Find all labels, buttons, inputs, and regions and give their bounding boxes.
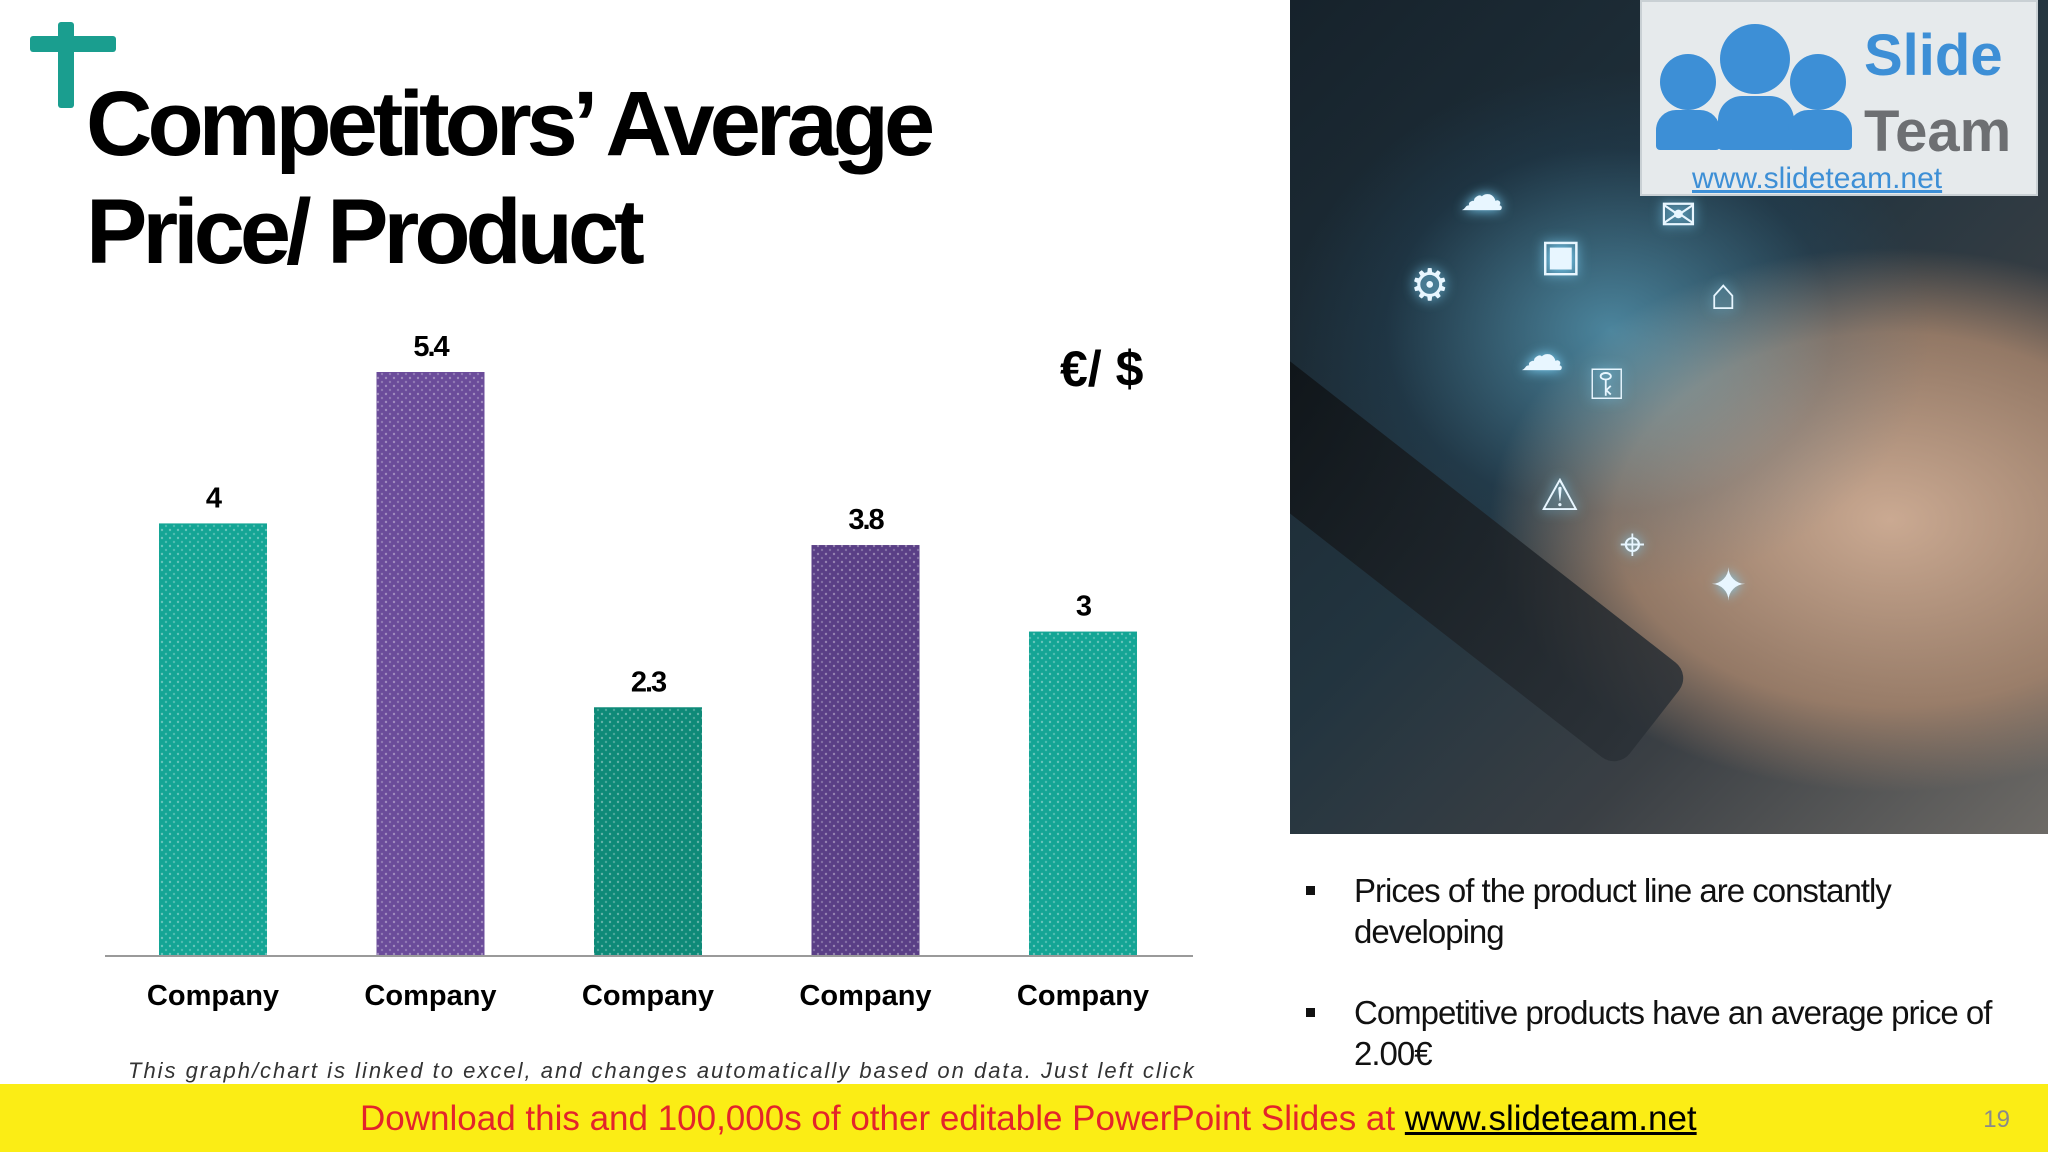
brand-logo: Slide Team www.slideteam.net [1640, 0, 2038, 196]
data-label-2: 5.4 [413, 331, 449, 363]
banner-message: Download this and 100,000s of other edit… [360, 1099, 1405, 1138]
home-icon: ⌂ [1710, 270, 1737, 319]
download-banner: Download this and 100,000s of other edit… [0, 1084, 2048, 1152]
data-label-3: 2.3 [631, 666, 667, 698]
bar-chart: 4 Company 5.4 Company 2.3 Company 3.8 Company 3 C… [105, 331, 1193, 1012]
currency-label: €/ $ [1060, 341, 1144, 397]
laptop-icon: ▣ [1540, 231, 1582, 280]
bulb-icon: ✦ [1710, 561, 1747, 610]
bar-texture-1 [159, 523, 267, 956]
chart-footnote: This graph/chart is linked to excel, and… [128, 1058, 1196, 1083]
bar-texture-3 [594, 707, 702, 956]
alert-icon: ⚠ [1540, 471, 1580, 520]
page-number: 19 [1983, 1106, 2010, 1133]
bullet-item: Competitive products have an average pri… [1300, 992, 2020, 1074]
slide-title: Competitors’ Average Price/ Product [86, 73, 935, 283]
category-label-3: Company [582, 980, 714, 1012]
category-label-4: Company [799, 980, 931, 1012]
banner-text: Download this and 100,000s of other edit… [360, 1099, 1697, 1139]
lock-icon: ⚿ [1590, 360, 1624, 409]
category-label-1: Company [147, 980, 279, 1012]
logo-cross-icon [30, 22, 120, 112]
mail-icon: ✉ [1660, 191, 1697, 240]
data-label-1: 4 [206, 482, 222, 514]
data-label-4: 3.8 [848, 504, 884, 536]
gear-icon: ⚙ [1410, 261, 1450, 310]
location-icon: ⌖ [1620, 520, 1645, 569]
bar-texture-4 [811, 545, 920, 956]
bar-texture-2 [376, 372, 485, 956]
brand-team-text: Team [1864, 99, 2012, 164]
data-label-5: 3 [1076, 591, 1092, 623]
brand-slide-text: Slide [1864, 23, 2003, 88]
bar-texture-5 [1029, 631, 1137, 956]
bullet-item: Prices of the product line are constantl… [1300, 870, 2020, 952]
category-label-5: Company [1017, 980, 1149, 1012]
banner-link[interactable]: www.slideteam.net [1404, 1099, 1697, 1138]
bullet-list: Prices of the product line are constantl… [1300, 870, 2020, 1114]
category-label-2: Company [364, 980, 496, 1012]
cloud-upload-icon: ☁ [1520, 331, 1564, 380]
brand-url[interactable]: www.slideteam.net [1692, 162, 1943, 195]
cloud-icon: ☁ [1460, 171, 1504, 220]
team-people-icon [1656, 24, 1852, 154]
